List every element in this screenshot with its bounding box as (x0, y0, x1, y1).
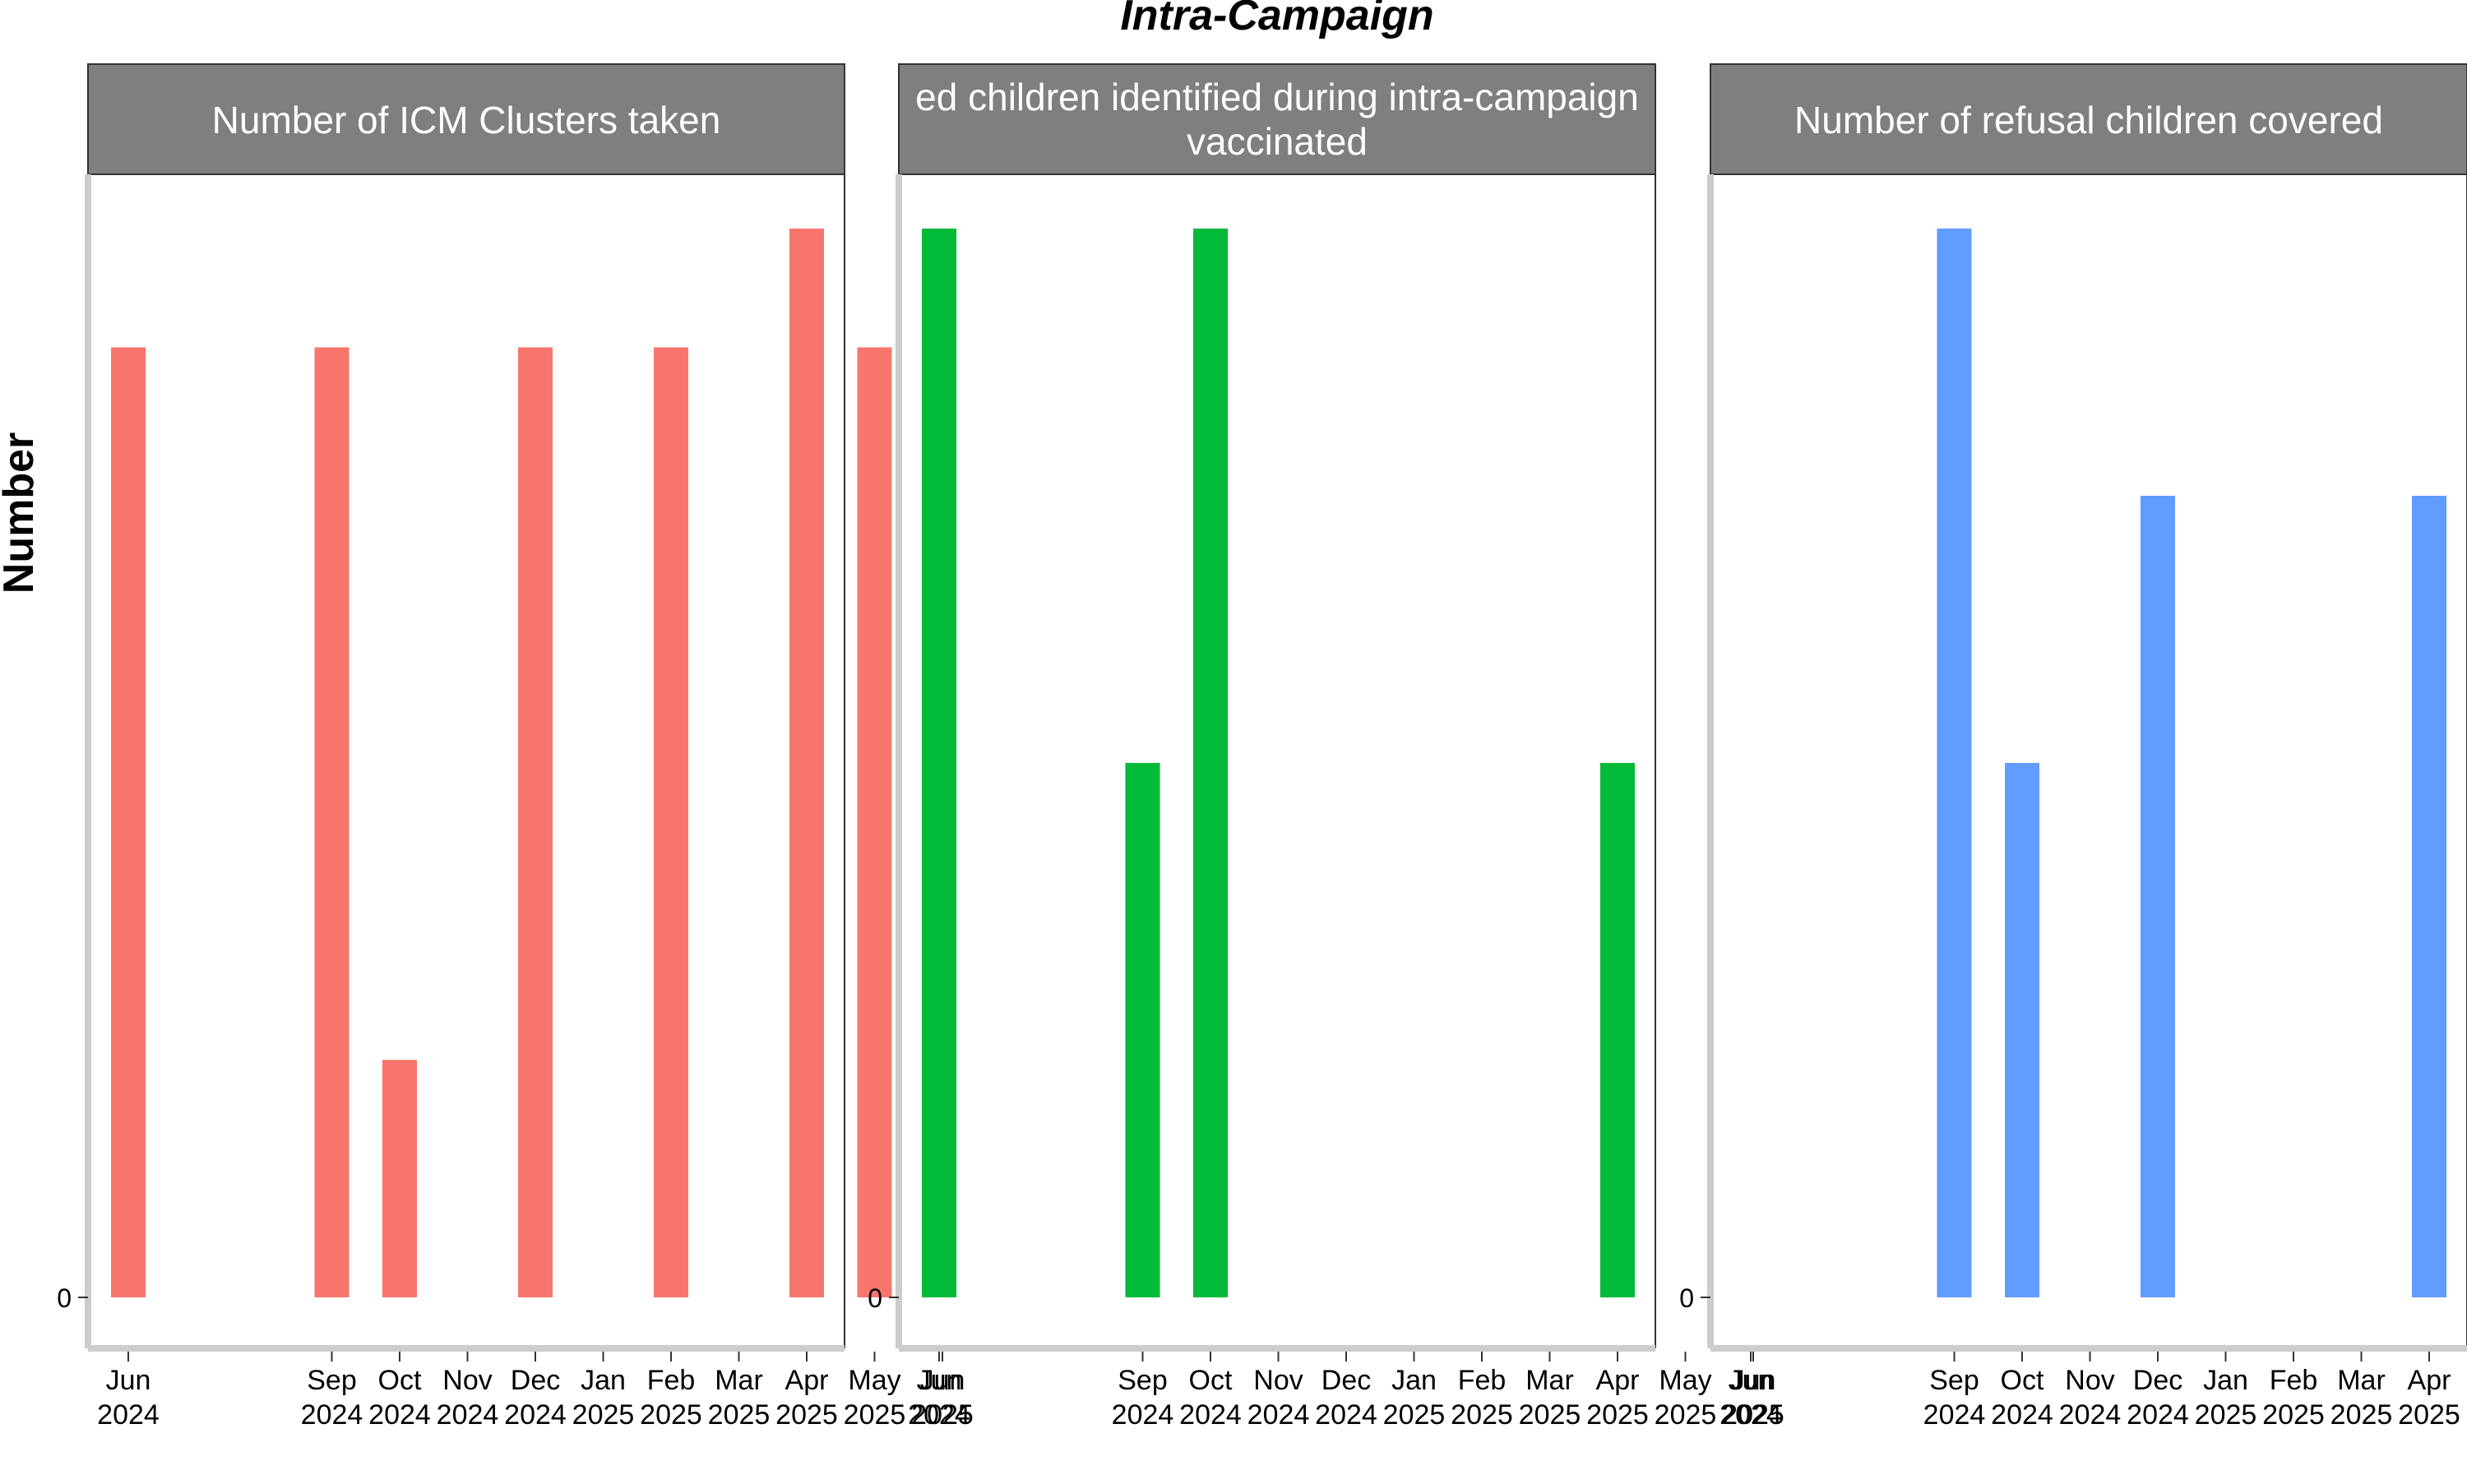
bar-2025-04 (1600, 763, 1635, 1297)
x-tick-label-year: 2024 (1247, 1399, 1310, 1431)
x-tick-label-year: 2025 (640, 1399, 702, 1431)
x-tick-label-month: Dec (511, 1365, 560, 1396)
x-tick-label-year: 2024 (2059, 1399, 2122, 1431)
x-tick-label-month: Feb (1458, 1365, 1507, 1396)
bar-2024-12 (518, 347, 553, 1297)
x-tick-label-month: May (1659, 1365, 1711, 1396)
x-tick-label-year: 2024 (437, 1399, 499, 1431)
x-tick-label-month: Jan (2203, 1365, 2248, 1396)
bar-2024-10 (382, 1060, 417, 1297)
x-tick-label-month: Oct (1189, 1365, 1233, 1396)
x-tick-label-month: May (848, 1365, 900, 1396)
bar-2025-02 (654, 347, 688, 1297)
x-tick-label-year: 2024 (908, 1399, 970, 1431)
x-tick-label-month: Jun (917, 1365, 962, 1396)
bar-2025-04 (789, 229, 824, 1297)
bar-2024-12 (2141, 496, 2175, 1297)
y-tick-label: 0 (868, 1283, 882, 1313)
facet-panel-3: Number of refusal children covered0Jun20… (1679, 63, 2467, 1431)
bar-2024-10 (1193, 229, 1228, 1297)
x-tick-label-month: Nov (442, 1365, 492, 1396)
x-tick-label-year: 2024 (1923, 1399, 1986, 1431)
y-tick-label: 0 (57, 1283, 72, 1313)
facet-panel-2: ed children identified during intra-camp… (868, 63, 1784, 1431)
x-tick-label-month: Apr (1596, 1365, 1640, 1396)
bar-2024-10 (2005, 763, 2039, 1297)
facet-strip (87, 63, 845, 175)
x-tick-label-year: 2025 (1519, 1399, 1581, 1431)
x-tick-label-month: Oct (378, 1365, 422, 1396)
x-tick-label-year: 2024 (2127, 1399, 2189, 1431)
x-tick-label-month: Sep (1929, 1365, 1979, 1396)
x-tick-label-year: 2024 (1991, 1399, 2053, 1431)
x-tick-label-month: Sep (1118, 1365, 1168, 1396)
facet-title: Number of refusal children covered (1794, 99, 2383, 141)
bar-2024-09 (314, 347, 349, 1297)
facet-panel-1: Number of ICM Clusters taken0Jun2024Sep2… (57, 63, 974, 1431)
bar-2024-09 (1937, 229, 1972, 1297)
x-tick-label-month: Jun (1731, 1365, 1776, 1396)
x-tick-label-year: 2024 (1719, 1399, 1782, 1431)
x-tick-label-year: 2025 (2262, 1399, 2325, 1431)
x-tick-label-month: Jun (920, 1365, 965, 1396)
x-tick-label-month: Jan (581, 1365, 626, 1396)
x-tick-label-month: Apr (785, 1365, 829, 1396)
x-tick-label-year: 2025 (1722, 1399, 1784, 1431)
x-tick-label-year: 2025 (2466, 1399, 2467, 1431)
x-tick-label-year: 2025 (572, 1399, 635, 1431)
x-tick-label-year: 2025 (2398, 1399, 2460, 1431)
facet-title: Number of ICM Clusters taken (212, 99, 721, 141)
x-tick-label-month: Sep (307, 1365, 357, 1396)
x-tick-label-year: 2025 (2330, 1399, 2393, 1431)
x-tick-label-month: Oct (2001, 1365, 2044, 1396)
facet-title: ed children identified during intra-camp… (915, 76, 1639, 118)
x-tick-label-month: Mar (2337, 1365, 2386, 1396)
bar-2025-04 (2412, 496, 2446, 1297)
x-tick-label-month: Feb (647, 1365, 696, 1396)
facet-title: vaccinated (1187, 120, 1368, 163)
x-tick-label-year: 2025 (1586, 1399, 1649, 1431)
y-tick-label: 0 (1679, 1283, 1694, 1313)
facets: Number of ICM Clusters taken0Jun2024Sep2… (57, 63, 2467, 1431)
facet-strip (898, 63, 1656, 175)
x-tick-label-year: 2024 (368, 1399, 431, 1431)
x-tick-label-month: Mar (1525, 1365, 1574, 1396)
x-tick-label-year: 2024 (504, 1399, 567, 1431)
x-tick-label-month: Nov (1253, 1365, 1303, 1396)
x-tick-label-month: Feb (2270, 1365, 2318, 1396)
x-tick-label-year: 2024 (1315, 1399, 1377, 1431)
x-tick-label-year: 2025 (2195, 1399, 2257, 1431)
bar-2024-06 (111, 347, 146, 1297)
bar-2024-09 (1125, 763, 1160, 1297)
x-tick-label-month: Nov (2065, 1365, 2114, 1396)
y-axis-label: Number (0, 432, 43, 594)
x-tick-label-year: 2025 (1383, 1399, 1446, 1431)
x-tick-label-month: Apr (2408, 1365, 2451, 1396)
x-tick-label-year: 2025 (1451, 1399, 1513, 1431)
x-tick-label-month: Mar (715, 1365, 763, 1396)
x-tick-label-year: 2025 (1655, 1399, 1717, 1431)
x-tick-label-month: Jun (106, 1365, 151, 1396)
bar-2024-06 (922, 229, 956, 1297)
x-tick-label-month: Jun (1729, 1365, 1774, 1396)
facet-strip (1710, 63, 2467, 175)
bar-2025-05 (857, 347, 892, 1297)
x-tick-label-year: 2024 (1112, 1399, 1174, 1431)
x-tick-label-month: Dec (1321, 1365, 1371, 1396)
chart-title: Intra-Campaign (1120, 0, 1433, 39)
x-tick-label-month: Dec (2133, 1365, 2182, 1396)
x-tick-label-year: 2025 (844, 1399, 906, 1431)
x-tick-label-year: 2025 (708, 1399, 771, 1431)
x-tick-label-month: Jan (1391, 1365, 1437, 1396)
x-tick-label-year: 2025 (775, 1399, 838, 1431)
x-tick-label-year: 2024 (1179, 1399, 1242, 1431)
x-tick-label-year: 2024 (97, 1399, 160, 1431)
x-tick-label-year: 2025 (911, 1399, 974, 1431)
x-tick-label-year: 2024 (301, 1399, 363, 1431)
